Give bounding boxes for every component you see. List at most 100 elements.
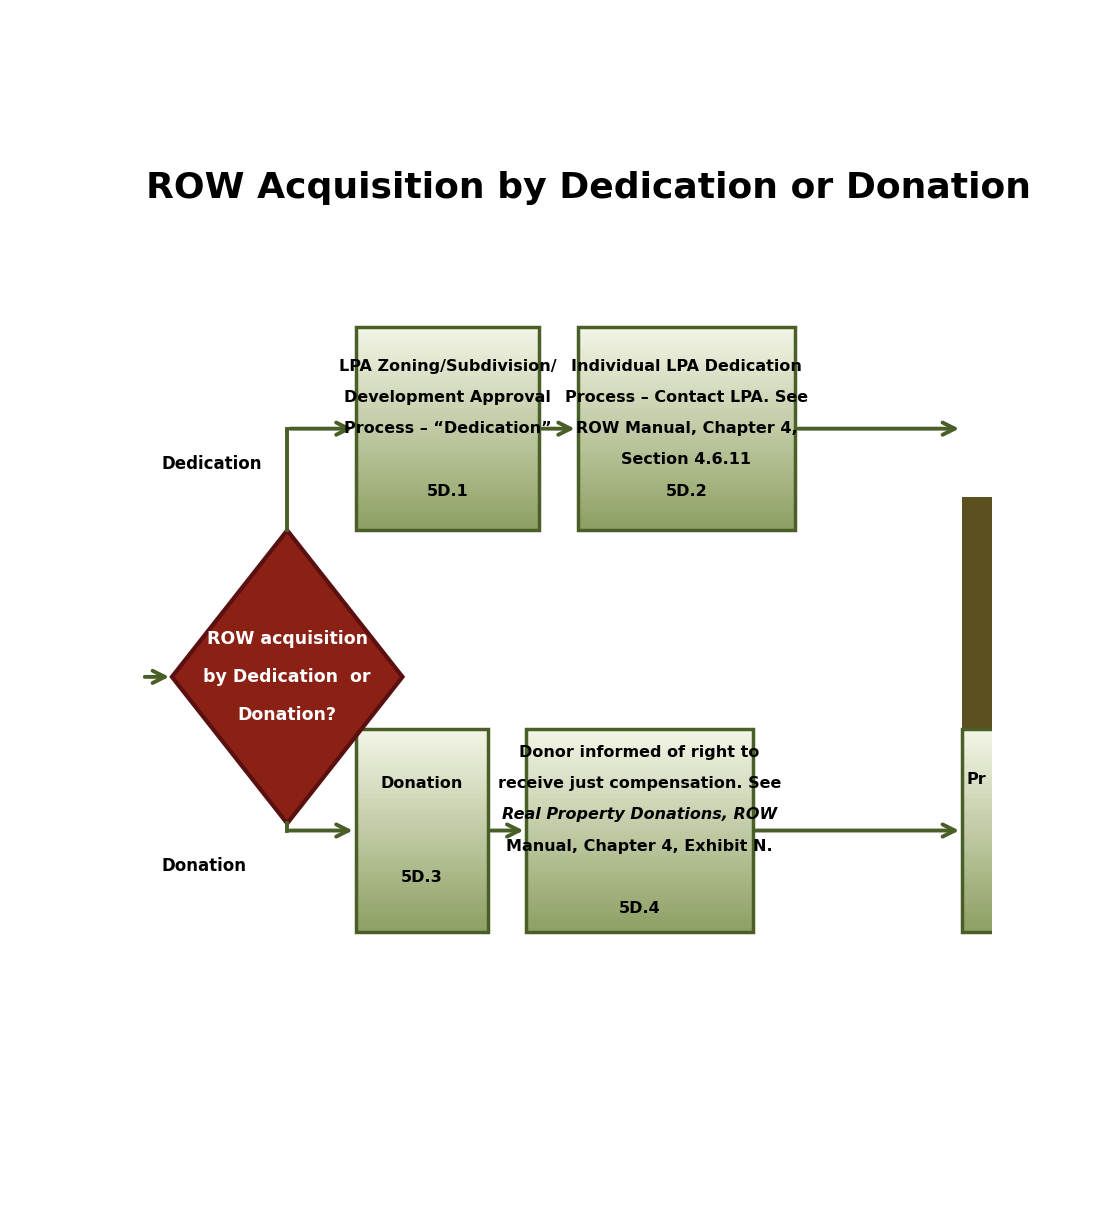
Bar — [962, 774, 996, 777]
Bar — [527, 818, 753, 823]
Bar — [527, 786, 753, 790]
Bar — [962, 904, 996, 907]
Bar — [527, 923, 753, 928]
Bar — [577, 348, 796, 351]
Bar — [356, 473, 539, 478]
Bar — [962, 842, 996, 847]
Bar — [356, 404, 539, 409]
Bar — [356, 515, 539, 518]
Bar — [527, 928, 753, 932]
Bar — [356, 733, 488, 737]
Bar — [527, 745, 753, 749]
Bar — [356, 895, 488, 900]
Bar — [527, 782, 753, 786]
Bar — [356, 839, 488, 842]
Bar — [356, 379, 539, 384]
Bar — [527, 802, 753, 806]
Bar — [577, 506, 796, 510]
Bar — [356, 367, 539, 372]
Bar — [962, 851, 996, 855]
Bar — [356, 429, 539, 432]
Bar — [356, 494, 539, 497]
Bar — [356, 795, 488, 798]
Bar — [962, 786, 996, 790]
Bar — [962, 737, 996, 740]
Bar — [962, 835, 996, 839]
Bar — [577, 518, 796, 522]
Bar — [356, 372, 539, 376]
Bar — [962, 920, 996, 923]
Bar — [577, 397, 796, 400]
Bar — [356, 860, 488, 863]
Bar — [527, 729, 753, 733]
Bar — [356, 392, 539, 397]
Bar — [577, 400, 796, 404]
Bar — [356, 462, 539, 465]
Bar — [577, 465, 796, 469]
Bar — [356, 823, 488, 826]
Text: Manual, Chapter 4, Exhibit N.: Manual, Chapter 4, Exhibit N. — [506, 839, 773, 853]
Bar — [527, 740, 753, 745]
Bar — [577, 432, 796, 437]
Text: LPA Zoning/Subdivision/: LPA Zoning/Subdivision/ — [338, 359, 557, 373]
Text: Process – “Dedication”: Process – “Dedication” — [344, 421, 551, 436]
Bar — [962, 765, 996, 770]
Bar — [356, 835, 488, 839]
Text: Individual LPA Dedication: Individual LPA Dedication — [571, 359, 802, 373]
Bar — [962, 879, 996, 883]
Bar — [527, 904, 753, 907]
Bar — [356, 745, 488, 749]
Bar — [527, 806, 753, 810]
Text: 5D.1: 5D.1 — [426, 484, 468, 499]
Bar — [577, 449, 796, 453]
Bar — [356, 892, 488, 895]
Bar — [356, 798, 488, 802]
Bar — [577, 332, 796, 335]
Text: Real Property Donations, ROW: Real Property Donations, ROW — [501, 808, 777, 823]
Bar — [356, 729, 488, 733]
Text: 5D.3: 5D.3 — [401, 869, 443, 885]
Text: Donation: Donation — [380, 776, 463, 791]
Bar — [356, 758, 488, 761]
Bar — [527, 753, 753, 758]
Bar — [577, 379, 796, 384]
Bar — [577, 409, 796, 413]
Bar — [356, 851, 488, 855]
Bar — [356, 527, 539, 530]
Bar — [356, 900, 488, 904]
Bar — [527, 842, 753, 847]
Bar — [356, 749, 488, 753]
Bar — [577, 473, 796, 478]
Bar — [527, 814, 753, 818]
Bar — [577, 485, 796, 490]
Bar — [962, 729, 996, 733]
Bar — [962, 883, 996, 888]
Bar — [527, 774, 753, 777]
Bar — [962, 839, 996, 842]
Bar — [356, 441, 539, 445]
Bar — [577, 404, 796, 409]
Bar — [962, 871, 996, 876]
Bar — [527, 826, 753, 830]
Text: ROW Acquisition by Dedication or Donation: ROW Acquisition by Dedication or Donatio… — [147, 171, 1031, 205]
Bar — [356, 923, 488, 928]
Bar — [577, 335, 796, 339]
Bar — [527, 860, 753, 863]
Bar — [527, 855, 753, 860]
Bar — [962, 753, 996, 758]
Bar — [577, 490, 796, 494]
Bar — [577, 339, 796, 344]
Bar — [527, 770, 753, 774]
Bar — [962, 907, 996, 912]
Bar — [356, 855, 488, 860]
Bar — [356, 453, 539, 457]
Bar — [577, 360, 796, 363]
Bar — [527, 810, 753, 814]
Bar — [577, 355, 796, 360]
Bar — [527, 900, 753, 904]
Bar — [962, 823, 996, 826]
Bar — [356, 432, 539, 437]
Text: by Dedication  or: by Dedication or — [204, 668, 371, 686]
Bar — [962, 830, 996, 835]
Bar — [527, 777, 753, 782]
